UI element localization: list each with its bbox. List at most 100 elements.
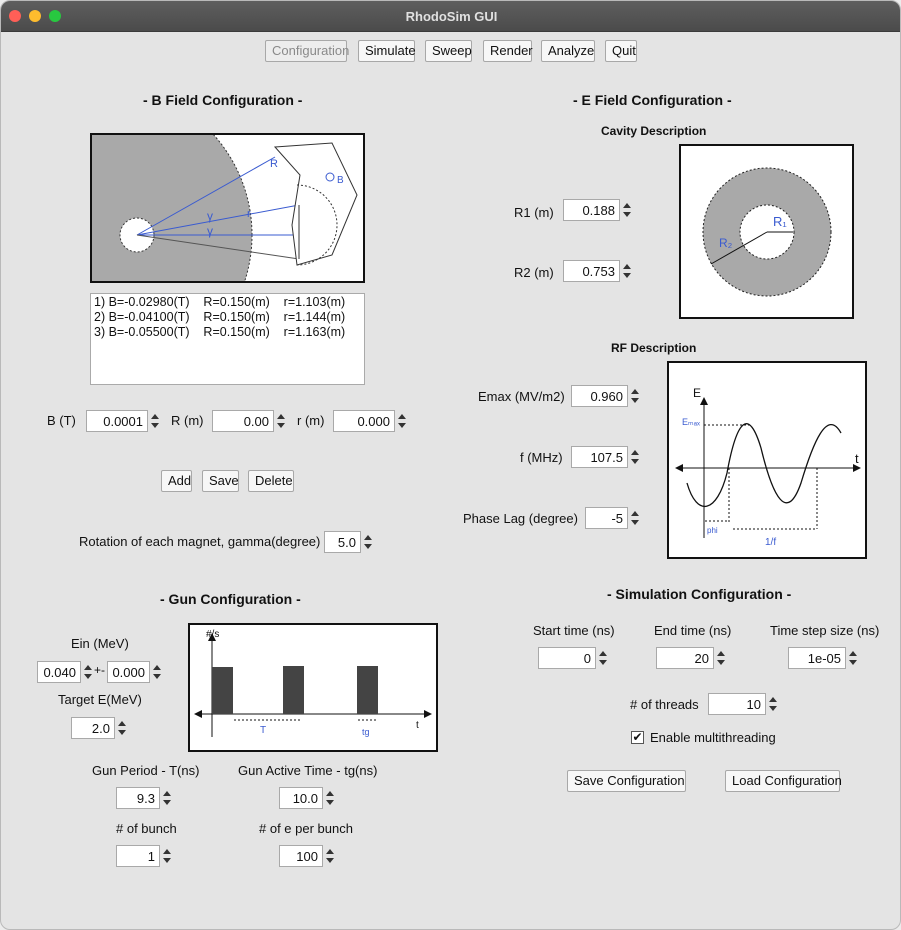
active-field[interactable]: 10.0 bbox=[279, 787, 323, 809]
threads-field[interactable]: 10 bbox=[708, 693, 766, 715]
R-spinbox[interactable]: 0.00 bbox=[212, 410, 287, 432]
start-field[interactable]: 0 bbox=[538, 647, 596, 669]
active-spinbox[interactable]: 10.0 bbox=[279, 787, 336, 809]
threads-spinbox[interactable]: 10 bbox=[708, 693, 779, 715]
cavity-sketch: R₁ R₂ bbox=[702, 167, 832, 297]
end-spinbox[interactable]: 20 bbox=[656, 647, 727, 669]
epb-field[interactable]: 100 bbox=[279, 845, 323, 867]
stepper-arrows[interactable] bbox=[148, 410, 161, 432]
T-label: T bbox=[260, 725, 266, 736]
add-button[interactable]: Add bbox=[161, 470, 192, 492]
save-configuration-button[interactable]: Save Configuration bbox=[567, 770, 686, 792]
r-spinbox[interactable]: 0.000 bbox=[333, 410, 408, 432]
render-button[interactable]: Render bbox=[483, 40, 533, 62]
stepper-arrows[interactable] bbox=[766, 693, 779, 715]
stepper-arrows[interactable] bbox=[628, 446, 641, 468]
ein-spread-spinbox[interactable]: 0.000 bbox=[107, 661, 163, 683]
start-label: Start time (ns) bbox=[533, 623, 615, 638]
b-field[interactable]: 0.0001 bbox=[86, 410, 148, 432]
ein-field[interactable]: 0.040 bbox=[37, 661, 81, 683]
simulate-button[interactable]: Simulate bbox=[358, 40, 416, 62]
stepper-arrows[interactable] bbox=[620, 260, 633, 282]
stepper-arrows[interactable] bbox=[150, 661, 163, 683]
ein-spinbox[interactable]: 0.040 bbox=[37, 661, 94, 683]
stepper-arrows[interactable] bbox=[274, 410, 287, 432]
gun-title: - Gun Configuration - bbox=[160, 591, 301, 607]
stepper-arrows[interactable] bbox=[160, 845, 173, 867]
r-field[interactable]: 0.000 bbox=[333, 410, 395, 432]
bunch-field[interactable]: 1 bbox=[116, 845, 160, 867]
r1-label: R1 (m) bbox=[514, 205, 554, 220]
active-label: Gun Active Time - tg(ns) bbox=[238, 763, 378, 778]
end-field[interactable]: 20 bbox=[656, 647, 714, 669]
start-spinbox[interactable]: 0 bbox=[538, 647, 609, 669]
list-item[interactable]: 3) B=-0.05500(T) R=0.150(m) r=1.163(m) bbox=[94, 325, 346, 339]
r-label: r bbox=[247, 208, 251, 220]
analyze-button[interactable]: Analyze bbox=[541, 40, 595, 62]
bfield-diagram: R r γ γ B bbox=[90, 133, 365, 283]
rf-diagram: E t Eₘₐₓ phi 1/f bbox=[667, 361, 867, 559]
emax-spinbox[interactable]: 0.960 bbox=[571, 385, 641, 407]
stepper-arrows[interactable] bbox=[160, 787, 173, 809]
R-label: R bbox=[270, 158, 278, 170]
quit-button[interactable]: Quit bbox=[605, 40, 637, 62]
list-item[interactable]: 1) B=-0.02980(T) R=0.150(m) r=1.103(m) bbox=[94, 295, 346, 309]
stepper-arrows[interactable] bbox=[714, 647, 727, 669]
list-item[interactable]: 2) B=-0.04100(T) R=0.150(m) r=1.144(m) bbox=[94, 310, 346, 324]
period-spinbox[interactable]: 9.3 bbox=[116, 787, 173, 809]
stepper-arrows[interactable] bbox=[596, 647, 609, 669]
r2-field[interactable]: 0.753 bbox=[563, 260, 620, 282]
delete-button[interactable]: Delete bbox=[248, 470, 294, 492]
multithreading-checkbox[interactable]: ✔ bbox=[631, 730, 644, 744]
stepper-arrows[interactable] bbox=[323, 845, 336, 867]
step-spinbox[interactable]: 1e-05 bbox=[788, 647, 859, 669]
epb-spinbox[interactable]: 100 bbox=[279, 845, 336, 867]
stepper-arrows[interactable] bbox=[628, 385, 641, 407]
f-spinbox[interactable]: 107.5 bbox=[571, 446, 641, 468]
gamma-label-1: γ bbox=[207, 209, 213, 223]
b-spinbox[interactable]: 0.0001 bbox=[86, 410, 161, 432]
save-button[interactable]: Save bbox=[202, 470, 239, 492]
target-label: Target E(MeV) bbox=[58, 692, 142, 707]
title-bar: RhodoSim GUI bbox=[1, 1, 900, 32]
r1-spinbox[interactable]: 0.188 bbox=[563, 199, 633, 221]
period-field[interactable]: 9.3 bbox=[116, 787, 160, 809]
gun-y-axis-label: #/s bbox=[206, 629, 219, 640]
stepper-arrows[interactable] bbox=[395, 410, 408, 432]
ein-label: Ein (MeV) bbox=[71, 636, 129, 651]
period-label: 1/f bbox=[765, 537, 776, 548]
stepper-arrows[interactable] bbox=[846, 647, 859, 669]
configuration-button[interactable]: Configuration bbox=[265, 40, 349, 62]
ein-spread-field[interactable]: 0.000 bbox=[107, 661, 150, 683]
step-field[interactable]: 1e-05 bbox=[788, 647, 846, 669]
epb-label: # of e per bunch bbox=[259, 821, 353, 836]
stepper-arrows[interactable] bbox=[115, 717, 128, 739]
R-field[interactable]: 0.00 bbox=[212, 410, 274, 432]
phase-field[interactable]: -5 bbox=[585, 507, 628, 529]
magnet-list[interactable]: 1) B=-0.02980(T) R=0.150(m) r=1.103(m) 2… bbox=[90, 293, 365, 385]
stepper-arrows[interactable] bbox=[361, 531, 374, 553]
f-field[interactable]: 107.5 bbox=[571, 446, 628, 468]
phi-label: phi bbox=[707, 526, 718, 535]
stepper-arrows[interactable] bbox=[81, 661, 94, 683]
load-configuration-button[interactable]: Load Configuration bbox=[725, 770, 842, 792]
bunch-spinbox[interactable]: 1 bbox=[116, 845, 173, 867]
stepper-arrows[interactable] bbox=[323, 787, 336, 809]
target-spinbox[interactable]: 2.0 bbox=[71, 717, 128, 739]
r1-field[interactable]: 0.188 bbox=[563, 199, 620, 221]
zoom-window-button[interactable] bbox=[49, 10, 61, 22]
B-label: B bbox=[337, 175, 344, 186]
multithreading-label: Enable multithreading bbox=[650, 730, 776, 745]
close-window-button[interactable] bbox=[9, 10, 21, 22]
stepper-arrows[interactable] bbox=[620, 199, 633, 221]
minimize-window-button[interactable] bbox=[29, 10, 41, 22]
phase-spinbox[interactable]: -5 bbox=[585, 507, 641, 529]
sweep-button[interactable]: Sweep bbox=[425, 40, 472, 62]
target-field[interactable]: 2.0 bbox=[71, 717, 115, 739]
stepper-arrows[interactable] bbox=[628, 507, 641, 529]
emax-field[interactable]: 0.960 bbox=[571, 385, 628, 407]
rotation-field[interactable]: 5.0 bbox=[324, 531, 361, 553]
r2-spinbox[interactable]: 0.753 bbox=[563, 260, 633, 282]
rf-sketch: E t Eₘₐₓ phi 1/f bbox=[675, 386, 861, 548]
rotation-spinbox[interactable]: 5.0 bbox=[324, 531, 374, 553]
